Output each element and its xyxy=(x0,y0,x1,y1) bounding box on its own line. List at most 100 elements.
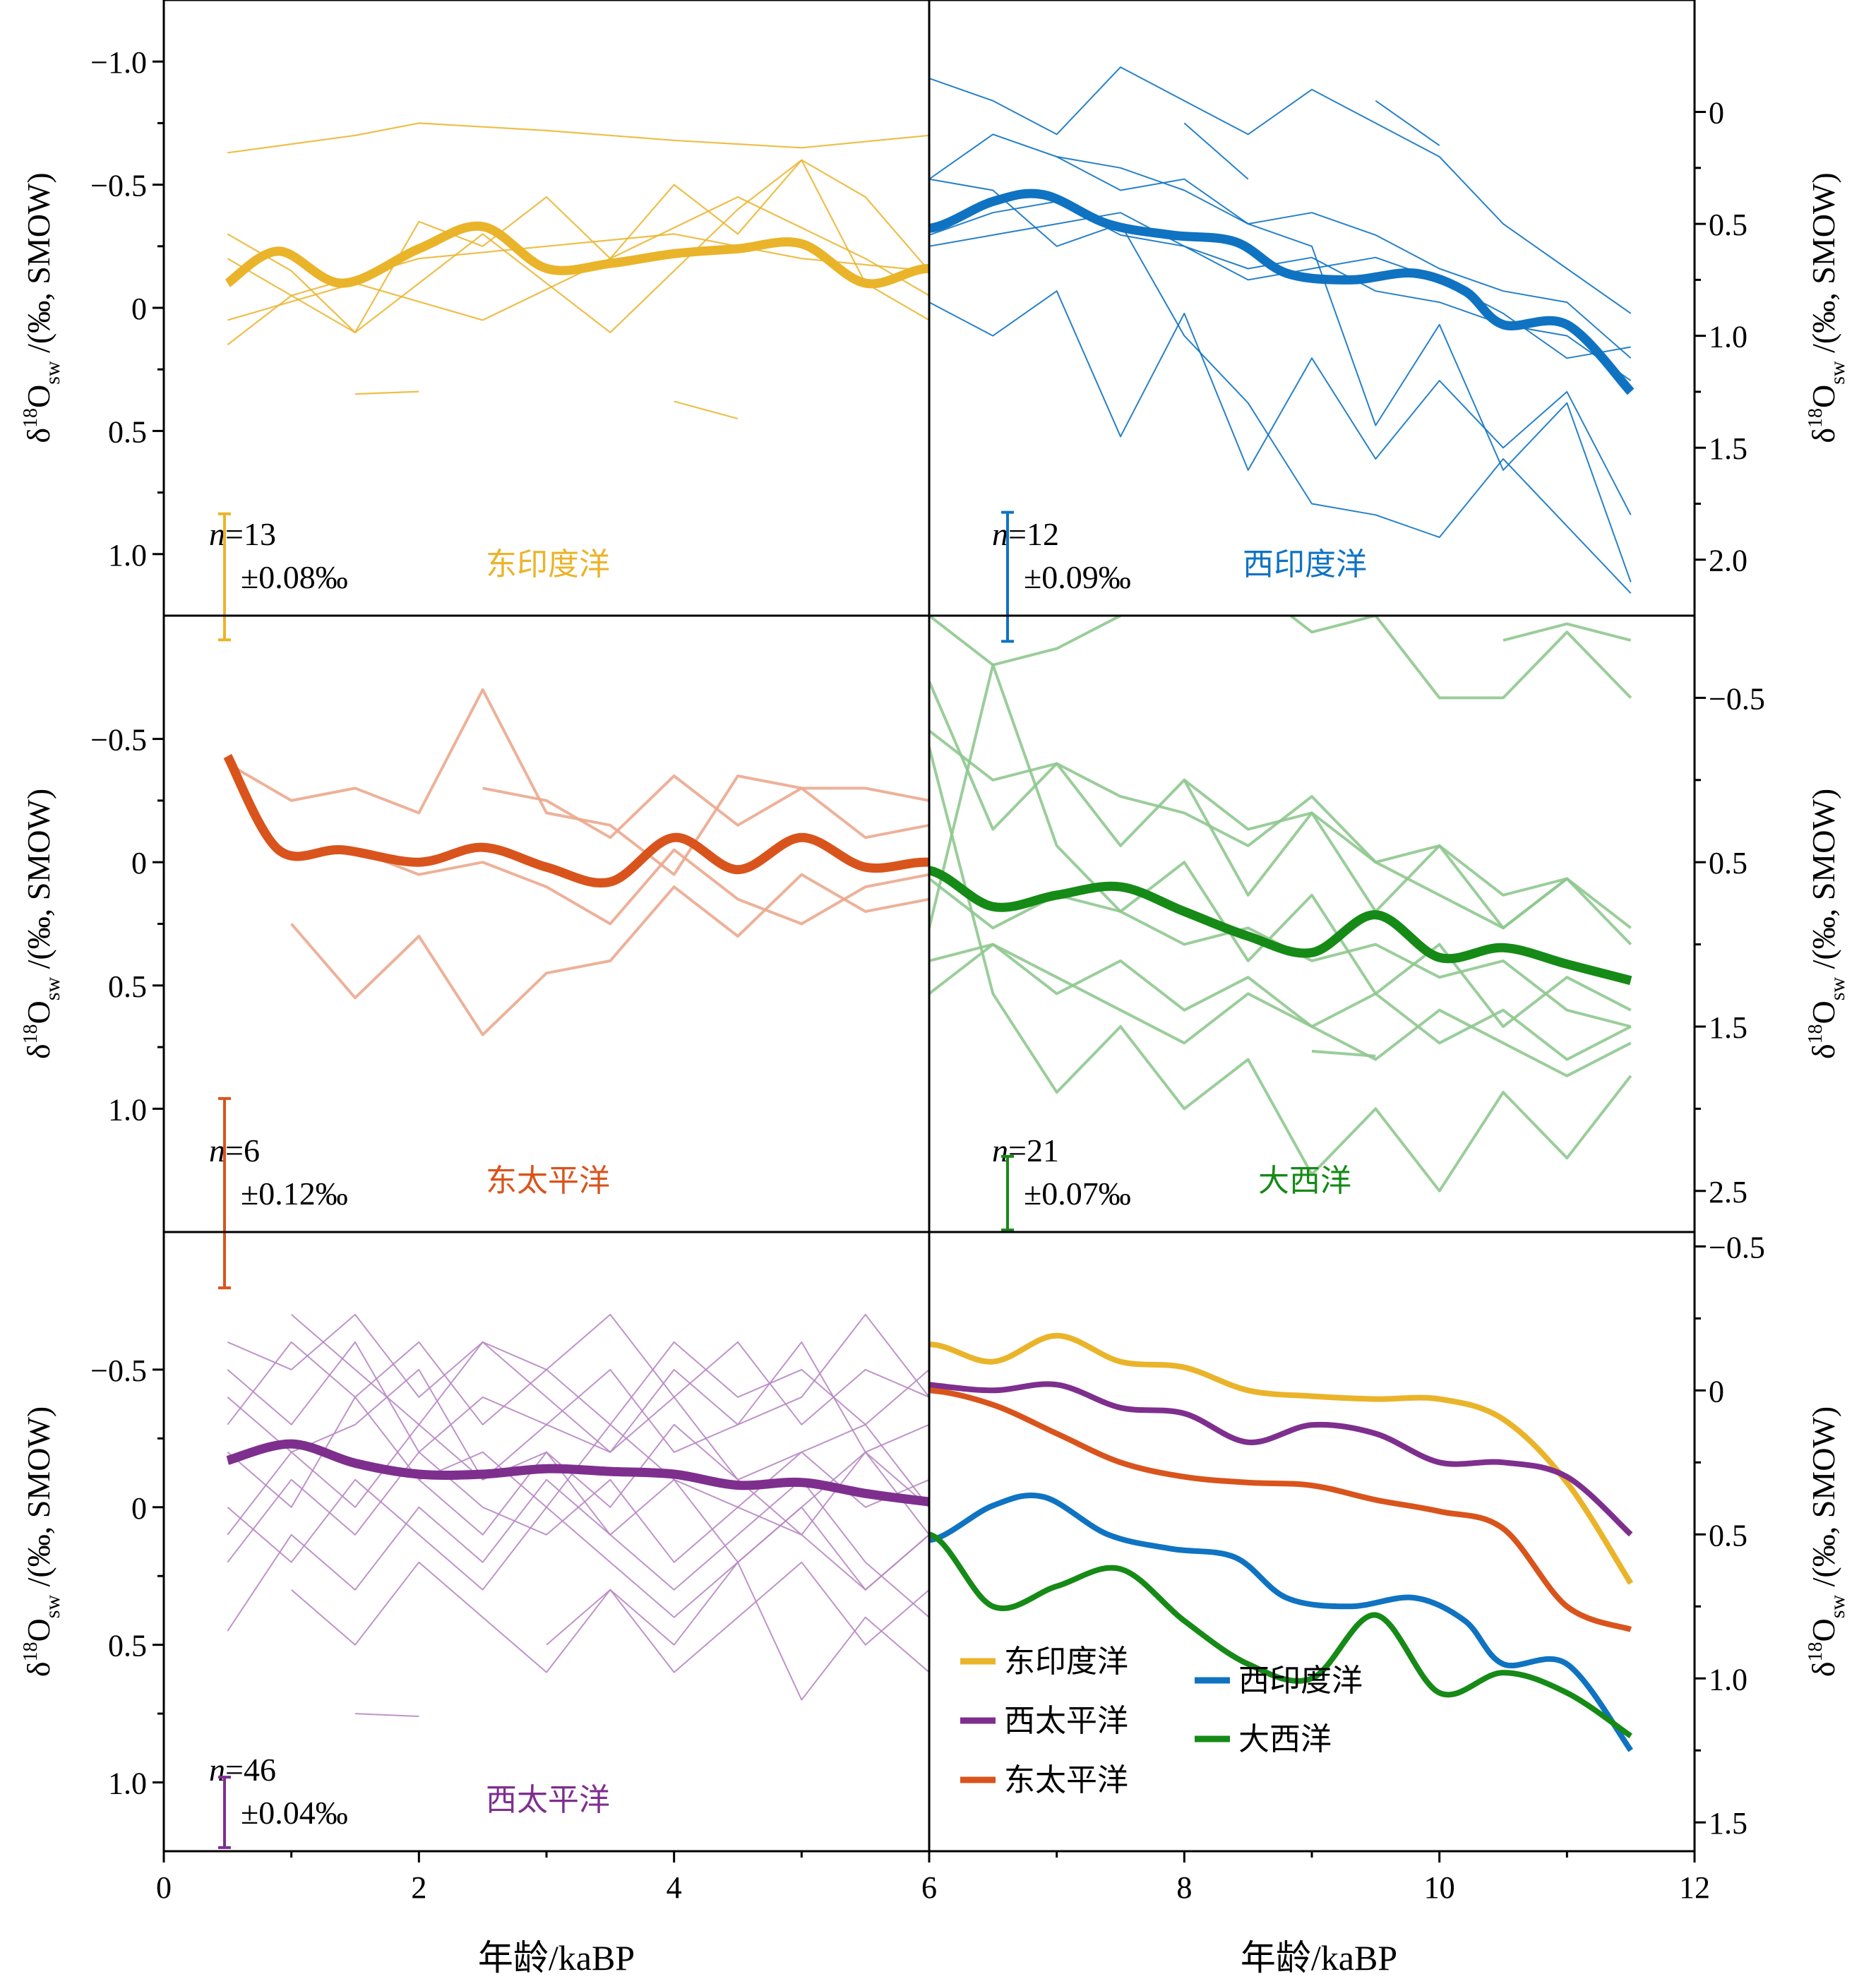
core-line xyxy=(227,1341,929,1453)
core-line xyxy=(929,729,1632,945)
x-tick-label: 10 xyxy=(1424,1870,1455,1905)
series-line xyxy=(929,1387,1632,1632)
panels-group: n=13 ±0.08‰ 东印度洋 −1.0 −0.5 0 0.5 1.0 δ18Osw /(‰,… xyxy=(20,45,1849,1849)
y-tick-label: 0 xyxy=(1709,96,1724,131)
y-tick-label: 0.5 xyxy=(108,969,147,1004)
n-label: n=6 xyxy=(209,1132,260,1168)
y-tick-label: 0.5 xyxy=(1709,1518,1747,1553)
core-line xyxy=(291,1561,929,1701)
y-tick-label: 0 xyxy=(131,846,147,880)
core-line xyxy=(674,400,739,420)
core-line xyxy=(546,1561,929,1673)
core-line xyxy=(1311,1049,1376,1058)
y-tick-label: −0.5 xyxy=(90,723,147,758)
core-line xyxy=(227,1478,929,1632)
core-line xyxy=(227,159,929,333)
x-tick-label: 4 xyxy=(667,1870,682,1905)
y-axis-title: δ18Osw /(‰, SMOW) xyxy=(20,172,64,443)
x-tick-label: 6 xyxy=(921,1870,937,1905)
series-line xyxy=(929,1531,1632,1739)
core-line xyxy=(1121,830,1631,974)
core-line xyxy=(929,66,1632,314)
stack-mean-line xyxy=(929,866,1632,986)
y-tick-label: −1.0 xyxy=(90,45,147,80)
core-line xyxy=(227,1313,929,1425)
core-line xyxy=(227,1313,929,1425)
y-tick-label: 2.0 xyxy=(1709,544,1747,578)
core-line xyxy=(1183,122,1249,180)
x-tick-label: 12 xyxy=(1679,1870,1710,1905)
panel-atlantic xyxy=(929,616,1632,1192)
n-label: n=21 xyxy=(992,1132,1059,1168)
core-line xyxy=(929,133,1632,359)
series-line xyxy=(929,1492,1633,1752)
core-line xyxy=(929,616,1632,700)
x-tick-label: 8 xyxy=(1176,1870,1192,1905)
legend-entry: 大西洋 xyxy=(1238,1722,1332,1757)
y-axis-title: δ18Osw /(‰, SMOW) xyxy=(1805,172,1849,443)
x-tick-label: 8 xyxy=(1176,1870,1192,1905)
core-line xyxy=(227,1478,929,1618)
core-line xyxy=(227,122,929,154)
error-label: ±0.08‰ xyxy=(241,559,348,595)
panel-west-pacific xyxy=(226,1313,1630,1816)
core-line xyxy=(929,212,1631,359)
core-line xyxy=(418,1423,929,1536)
y-tick-label: −0.5 xyxy=(90,1353,147,1388)
y-tick-label: 0.5 xyxy=(1709,208,1747,242)
core-line xyxy=(227,688,929,876)
core-line xyxy=(929,201,1632,381)
y-tick-label: 1.0 xyxy=(1709,320,1747,354)
legend-entry: 东印度洋 xyxy=(1004,1644,1128,1679)
core-line xyxy=(929,680,1568,930)
core-line xyxy=(227,1368,929,1508)
y-tick-label: −0.5 xyxy=(90,169,147,203)
core-line xyxy=(1375,100,1440,146)
core-line xyxy=(227,1451,929,1591)
core-line xyxy=(929,663,1632,1028)
x-tick-label: 2 xyxy=(411,1870,426,1905)
legend-entry: 西太平洋 xyxy=(1004,1704,1128,1738)
y-tick-label: −0.5 xyxy=(1709,681,1765,716)
y-tick-label: 2.5 xyxy=(1709,1175,1747,1209)
stack-mean-line xyxy=(223,753,929,887)
region-label: 东太平洋 xyxy=(486,1164,610,1198)
error-label: ±0.04‰ xyxy=(241,1795,348,1831)
region-label: 西印度洋 xyxy=(1243,547,1367,582)
series-line xyxy=(929,1381,1633,1537)
y-tick-label: 1.0 xyxy=(108,1092,147,1127)
x-tick-label: 0 xyxy=(156,1870,172,1905)
core-line xyxy=(929,746,1632,1192)
core-line xyxy=(1567,1805,1630,1816)
core-line xyxy=(1183,779,1632,929)
core-line xyxy=(290,873,929,1036)
y-tick-label: 1.5 xyxy=(1709,431,1747,466)
y-axis-title: δ18Osw /(‰, SMOW) xyxy=(1805,1406,1849,1677)
legend-entry: 东太平洋 xyxy=(1004,1763,1128,1798)
xlabel-left: 年龄/kaBP xyxy=(478,1938,635,1978)
n-label: n=13 xyxy=(209,516,276,552)
y-tick-label: 1.0 xyxy=(108,1766,147,1801)
y-axis-title: δ18Osw /(‰, SMOW) xyxy=(20,789,64,1059)
core-line xyxy=(929,877,1632,1028)
xlabel-right: 年龄/kaBP xyxy=(1241,1938,1397,1978)
y-axis-title: δ18Osw /(‰, SMOW) xyxy=(1805,789,1849,1059)
y-tick-label: 0 xyxy=(131,1491,147,1526)
core-line xyxy=(1056,156,1632,582)
y-tick-label: 1.0 xyxy=(108,538,147,573)
error-label: ±0.12‰ xyxy=(241,1176,348,1212)
core-line xyxy=(227,196,929,321)
core-line xyxy=(354,1713,419,1717)
panel-east-pacific xyxy=(223,688,1631,1036)
y-tick-label: 1.5 xyxy=(1709,1010,1747,1045)
figure-frame: 0 2 4 6 8 102 4 6 8 10 12 xyxy=(156,0,1710,1905)
core-line xyxy=(929,943,1632,1061)
error-label: ±0.09‰ xyxy=(1024,559,1131,595)
core-line xyxy=(1502,622,1632,642)
x-tick-label: 10 xyxy=(1424,1870,1455,1905)
y-tick-label: 0.5 xyxy=(108,1629,147,1663)
x-tick-label: 6 xyxy=(921,1870,937,1905)
x-tick-label: 4 xyxy=(667,1870,682,1905)
region-label: 东印度洋 xyxy=(486,547,610,582)
